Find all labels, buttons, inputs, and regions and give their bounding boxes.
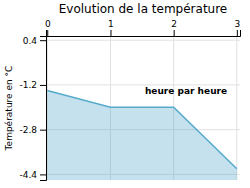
annotation: heure par heure xyxy=(145,86,227,96)
x-axis: 0 1 2 3 xyxy=(45,19,241,37)
x-tick-mark xyxy=(237,30,238,36)
y-tick: -1.2 xyxy=(19,80,46,90)
x-tick-label: 1 xyxy=(108,19,114,29)
title: Evolution de la température xyxy=(59,2,228,16)
x-tick-mark xyxy=(174,30,175,36)
grid-line-y xyxy=(46,40,240,41)
y-tick-label: -1.2 xyxy=(19,80,37,90)
x-tick: 3 xyxy=(234,19,240,36)
x-tick: 2 xyxy=(171,19,177,36)
grid xyxy=(46,36,240,180)
x-axis-line xyxy=(47,30,241,37)
area xyxy=(47,91,237,180)
y-tick-label: -2.8 xyxy=(19,125,37,135)
grid-line-x xyxy=(236,36,237,180)
x-tick: 0 xyxy=(45,19,51,36)
line xyxy=(47,91,237,169)
plot-area xyxy=(47,91,237,180)
y-tick: -4.4 xyxy=(19,170,46,180)
x-tick-mark xyxy=(110,30,111,36)
y-axis-title: Température en °C xyxy=(4,66,14,152)
y-tick-label: 0.4 xyxy=(23,36,38,46)
y-tick-mark xyxy=(40,85,46,86)
y-axis: 0.4 -1.2 -2.8 -4.4 xyxy=(19,36,46,181)
x-tick-mark xyxy=(47,30,48,36)
x-tick-label: 3 xyxy=(234,19,240,29)
x-tick-label: 0 xyxy=(45,19,51,29)
y-tick-label: -4.4 xyxy=(19,170,37,180)
y-tick: -2.8 xyxy=(19,125,46,135)
x-tick-label: 2 xyxy=(171,19,177,29)
y-tick-mark xyxy=(40,174,46,175)
y-tick-mark xyxy=(40,130,46,131)
chart: 0 1 2 3 0.4 -1.2 -2.8 -4.4 Evolution de la tempé… xyxy=(0,0,250,188)
x-tick: 1 xyxy=(108,19,114,36)
y-tick: 0.4 xyxy=(23,36,46,46)
y-axis-line xyxy=(40,37,47,181)
y-tick-mark xyxy=(40,40,46,41)
